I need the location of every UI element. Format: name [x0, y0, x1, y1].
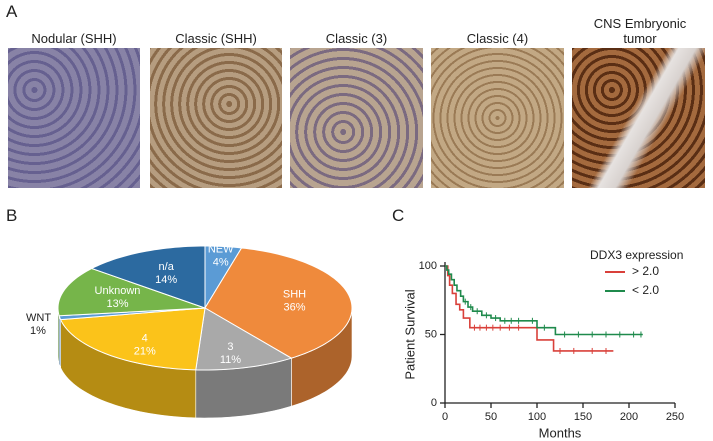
x-tick-label: 150 — [574, 411, 592, 423]
slice-value-label: 11% — [220, 354, 241, 366]
survival-curve — [445, 265, 643, 336]
slice-value-label: 1% — [30, 325, 46, 337]
micrograph — [150, 48, 282, 188]
image-label: Classic (4) — [466, 31, 529, 46]
pie-slice — [204, 247, 353, 359]
y-tick-label: 100 — [419, 260, 437, 272]
survival-curve — [445, 265, 614, 352]
slice-value-label: 36% — [284, 302, 306, 314]
micrograph — [290, 48, 423, 188]
micrograph — [431, 48, 564, 188]
x-tick-label: 0 — [442, 411, 448, 423]
y-axis-label: Patient Survival — [402, 289, 417, 379]
slice-value-label: 13% — [106, 298, 128, 310]
panel-label: C — [392, 206, 405, 225]
image-label: CNS Embryonic tumor — [593, 16, 687, 46]
image-label: Classic (3) — [325, 31, 388, 46]
slice-value-label: 4% — [213, 257, 229, 269]
micrograph — [572, 48, 705, 188]
micrograph — [8, 48, 140, 188]
pie-slice — [90, 245, 206, 309]
slice-label: NEW — [208, 244, 234, 256]
image-label: Nodular (SHH) — [31, 31, 117, 46]
slice-value-label: 21% — [134, 346, 156, 358]
x-tick-label: 250 — [666, 411, 684, 423]
pie-slice — [195, 307, 293, 371]
panel-label: B — [6, 206, 18, 225]
slice-value-label: 14% — [155, 274, 177, 286]
x-tick-label: 50 — [485, 411, 497, 423]
y-tick-label: 0 — [431, 397, 437, 409]
slice-label: n/a — [159, 261, 175, 273]
y-tick-label: 50 — [425, 328, 437, 340]
slice-label: SHH — [283, 289, 306, 301]
slice-label: 3 — [227, 341, 233, 353]
x-tick-label: 100 — [528, 411, 546, 423]
legend-title: DDX3 expression — [590, 248, 683, 262]
slice-label: WNT — [26, 312, 51, 324]
image-label: Classic (SHH) — [175, 31, 257, 46]
slice-label: Unknown — [95, 285, 141, 297]
x-tick-label: 200 — [620, 411, 638, 423]
pie-slice — [59, 307, 206, 371]
legend-label: > 2.0 — [632, 264, 659, 278]
legend-label: < 2.0 — [632, 283, 659, 297]
slice-label: 4 — [142, 333, 148, 345]
panel-label: A — [6, 2, 18, 21]
x-axis-label: Months — [539, 425, 582, 440]
pie-slice — [57, 267, 206, 317]
